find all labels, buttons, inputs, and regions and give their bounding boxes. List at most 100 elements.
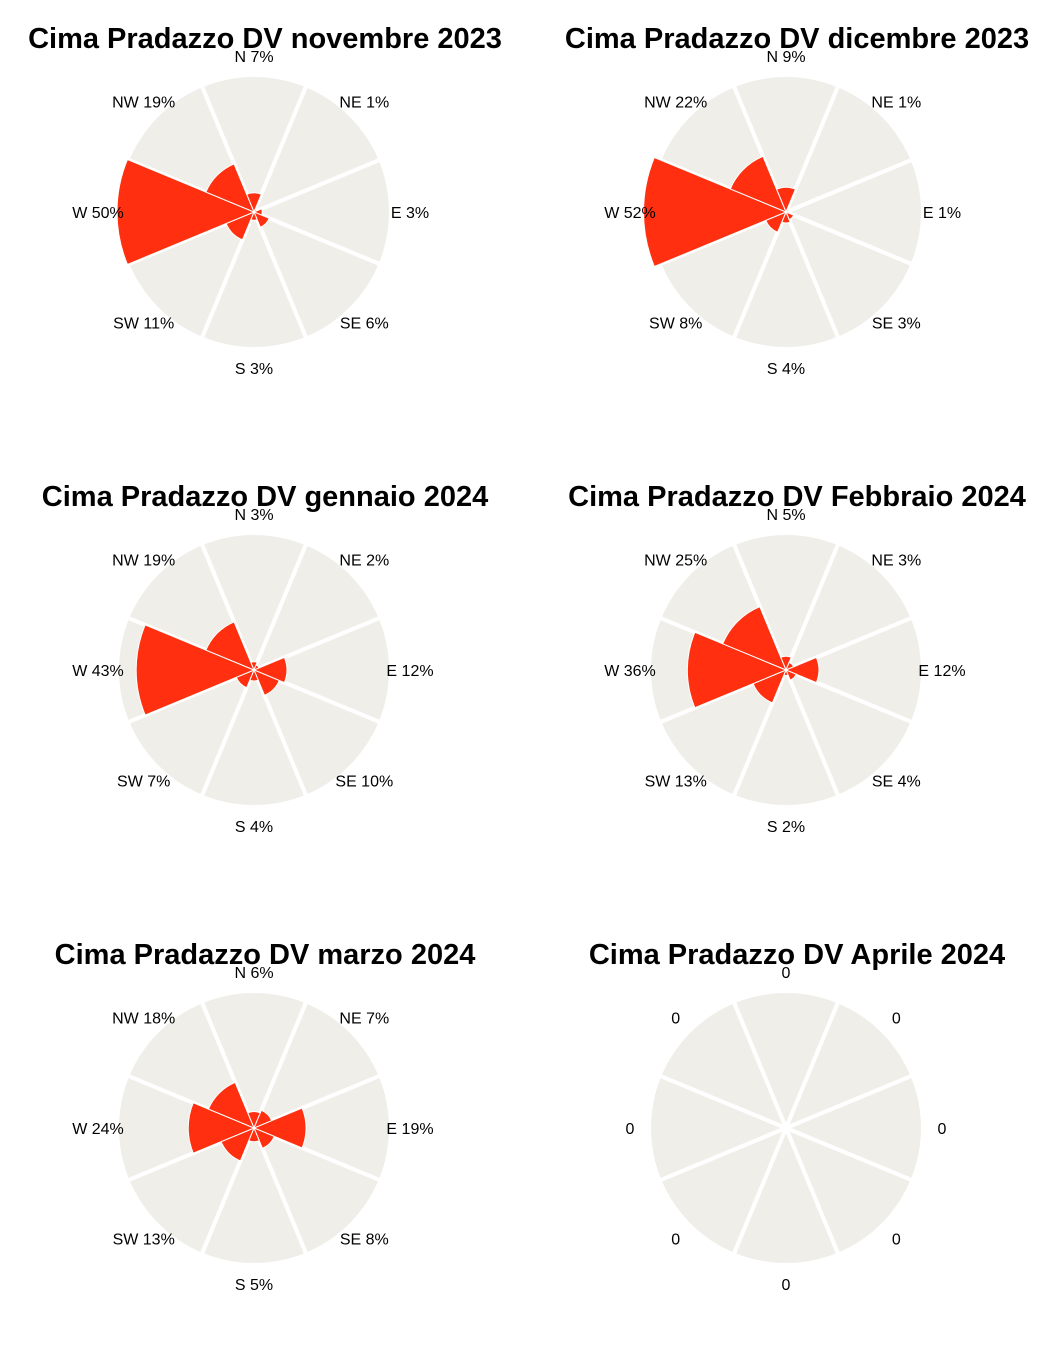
value-sector-nw bbox=[729, 155, 787, 213]
direction-label-n: N 5% bbox=[766, 507, 805, 524]
direction-label-w: W 43% bbox=[72, 663, 124, 680]
value-sector-nw bbox=[207, 1081, 255, 1129]
direction-label-e: E 3% bbox=[391, 205, 429, 222]
direction-label-s: S 5% bbox=[235, 1277, 273, 1294]
chart-title: Cima Pradazzo DV Febbraio 2024 bbox=[568, 481, 1026, 513]
direction-label-nw: NW 19% bbox=[112, 553, 175, 570]
sector-background-w bbox=[115, 1073, 256, 1183]
direction-label-e: E 12% bbox=[386, 663, 433, 680]
direction-label-s: S 3% bbox=[235, 361, 273, 378]
sector-background-ne bbox=[784, 999, 915, 1130]
sector-background-ne bbox=[252, 541, 383, 672]
direction-label-w: W 52% bbox=[604, 205, 656, 222]
value-sector-e bbox=[252, 1107, 307, 1149]
direction-label-s: S 4% bbox=[767, 361, 805, 378]
chart-title: Cima Pradazzo DV novembre 2023 bbox=[28, 23, 502, 55]
sector-background-e bbox=[252, 615, 393, 725]
direction-label-nw: NW 25% bbox=[644, 553, 707, 570]
direction-label-se: SE 10% bbox=[335, 773, 393, 790]
direction-label-w: W 24% bbox=[72, 1121, 124, 1138]
direction-label-sw: SW 8% bbox=[649, 315, 702, 332]
value-sector-nw bbox=[205, 621, 255, 671]
direction-label-se: 0 bbox=[892, 1231, 901, 1248]
direction-label-n: N 6% bbox=[234, 965, 273, 982]
sector-background-e bbox=[252, 157, 393, 267]
sector-background-sw bbox=[657, 668, 788, 799]
direction-label-nw: 0 bbox=[671, 1011, 680, 1028]
value-sector-w bbox=[187, 1102, 256, 1154]
direction-label-nw: NW 18% bbox=[112, 1011, 175, 1028]
value-sector-nw bbox=[205, 163, 255, 213]
sector-background-s bbox=[199, 210, 309, 351]
chart-title: Cima Pradazzo DV marzo 2024 bbox=[55, 939, 476, 971]
sector-background-s bbox=[199, 1126, 309, 1267]
value-sector-w bbox=[135, 624, 256, 716]
chart-title: Cima Pradazzo DV gennaio 2024 bbox=[42, 481, 488, 513]
direction-label-nw: NW 22% bbox=[644, 95, 707, 112]
direction-label-ne: NE 1% bbox=[871, 95, 921, 112]
sector-background-nw bbox=[657, 999, 788, 1130]
sector-background-se bbox=[252, 210, 383, 341]
direction-label-w: 0 bbox=[626, 1121, 635, 1138]
direction-label-ne: NE 7% bbox=[339, 1011, 389, 1028]
direction-label-ne: NE 1% bbox=[339, 95, 389, 112]
sector-background-sw bbox=[125, 210, 256, 341]
direction-label-ne: NE 2% bbox=[339, 553, 389, 570]
value-sector-se bbox=[253, 669, 280, 696]
sector-background-se bbox=[784, 1126, 915, 1257]
direction-label-n: N 9% bbox=[766, 49, 805, 66]
direction-label-sw: 0 bbox=[671, 1231, 680, 1248]
sector-background-w bbox=[647, 1073, 788, 1183]
sector-background-n bbox=[199, 531, 309, 672]
direction-label-e: E 1% bbox=[923, 205, 961, 222]
sector-background-se bbox=[784, 668, 915, 799]
value-sector-w bbox=[643, 156, 788, 268]
direction-label-n: N 7% bbox=[234, 49, 273, 66]
value-sector-se bbox=[253, 211, 270, 228]
direction-label-sw: SW 11% bbox=[113, 315, 174, 332]
direction-label-se: SE 3% bbox=[872, 315, 921, 332]
chart-title: Cima Pradazzo DV dicembre 2023 bbox=[565, 23, 1029, 55]
value-sector-se bbox=[785, 669, 797, 681]
direction-label-se: SE 4% bbox=[872, 773, 921, 790]
direction-label-w: W 50% bbox=[72, 205, 124, 222]
sector-background-e bbox=[252, 1073, 393, 1183]
sector-background-ne bbox=[252, 999, 383, 1130]
direction-label-sw: SW 7% bbox=[117, 773, 170, 790]
sector-background-n bbox=[199, 73, 309, 214]
sector-background-s bbox=[731, 1126, 841, 1267]
direction-label-w: W 36% bbox=[604, 663, 656, 680]
sector-background-se bbox=[252, 668, 383, 799]
sector-background-n bbox=[199, 989, 309, 1130]
direction-label-e: 0 bbox=[938, 1121, 947, 1138]
sector-background-n bbox=[731, 989, 841, 1130]
direction-label-s: S 4% bbox=[235, 819, 273, 836]
sector-background-sw bbox=[657, 210, 788, 341]
direction-label-se: SE 6% bbox=[340, 315, 389, 332]
direction-label-e: E 12% bbox=[918, 663, 965, 680]
sector-background-ne bbox=[784, 541, 915, 672]
sector-background-s bbox=[731, 668, 841, 809]
direction-label-ne: 0 bbox=[892, 1011, 901, 1028]
sector-background-e bbox=[784, 157, 925, 267]
value-sector-w bbox=[686, 631, 788, 709]
sector-background-ne bbox=[252, 83, 383, 214]
value-sector-nw bbox=[722, 606, 787, 671]
sector-background-se bbox=[252, 1126, 383, 1257]
sector-background-e bbox=[784, 615, 925, 725]
sector-background-ne bbox=[784, 83, 915, 214]
direction-label-sw: SW 13% bbox=[113, 1231, 175, 1248]
direction-label-ne: NE 3% bbox=[871, 553, 921, 570]
direction-label-s: 0 bbox=[782, 1277, 791, 1294]
direction-label-sw: SW 13% bbox=[645, 773, 707, 790]
chart-title: Cima Pradazzo DV Aprile 2024 bbox=[589, 939, 1005, 971]
sector-background-s bbox=[731, 210, 841, 351]
sector-background-s bbox=[199, 668, 309, 809]
